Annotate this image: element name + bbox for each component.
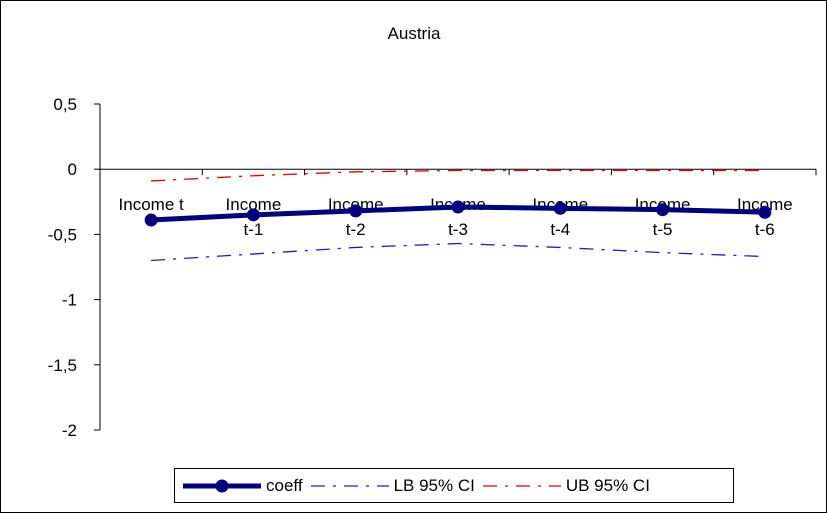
chart-title: Austria <box>388 24 441 43</box>
y-tick-label: -1,5 <box>48 356 77 375</box>
legend-item-ub: UB 95% CI <box>481 476 650 496</box>
legend-swatch-lb <box>310 484 389 487</box>
data-point-coeff <box>451 200 465 214</box>
data-point-coeff <box>349 204 363 218</box>
y-tick-label: -2 <box>62 421 77 440</box>
y-tick-label: 0 <box>68 160 77 179</box>
x-tick-label: Income t-1 <box>226 195 282 239</box>
series-lines <box>144 169 772 262</box>
series-line-ub-95-ci <box>151 169 765 182</box>
data-point-coeff <box>656 203 670 217</box>
data-point-coeff <box>246 208 260 222</box>
legend-swatch-coeff <box>183 479 261 492</box>
y-axis: 0,5 0 -0,5 -1 -1,5 -2 <box>48 95 101 440</box>
legend-item-lb: LB 95% CI <box>309 476 475 496</box>
legend-label-ub: UB 95% CI <box>565 475 650 495</box>
data-point-coeff <box>144 213 158 227</box>
x-tick-label: Income t <box>119 195 184 214</box>
legend-item-coeff: coeff <box>181 476 303 496</box>
legend-label-lb: LB 95% CI <box>393 475 475 495</box>
data-point-coeff <box>553 201 567 215</box>
legend: coeff LB 95% CI UB 95% CI <box>174 468 734 503</box>
data-point-coeff <box>758 205 772 219</box>
series-line-lb-95-ci <box>151 242 765 262</box>
legend-label-coeff: coeff <box>266 475 303 495</box>
y-tick-label: 0,5 <box>53 95 77 114</box>
y-tick-label: -1 <box>62 291 77 310</box>
legend-swatch-ub <box>482 484 561 487</box>
y-tick-label: -0,5 <box>48 225 77 244</box>
